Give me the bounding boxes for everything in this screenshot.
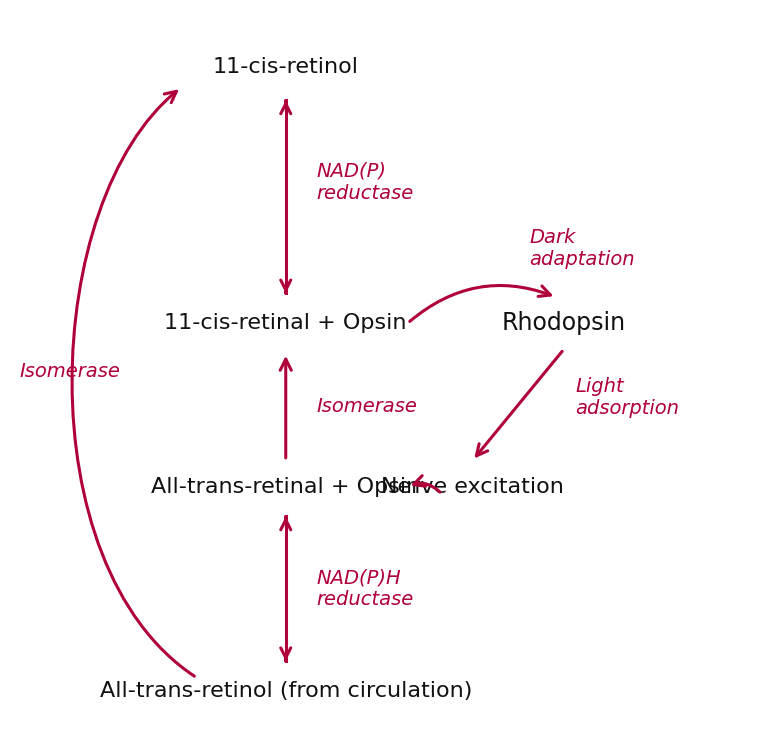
Text: Rhodopsin: Rhodopsin: [502, 311, 626, 335]
Text: All-trans-retinol (from circulation): All-trans-retinol (from circulation): [100, 681, 472, 701]
Text: 11-cis-retinal + Opsin: 11-cis-retinal + Opsin: [165, 314, 407, 333]
FancyArrowPatch shape: [72, 91, 194, 676]
Text: Isomerase: Isomerase: [19, 362, 120, 381]
Text: Isomerase: Isomerase: [316, 398, 417, 416]
Text: All-trans-retinal + Opsin: All-trans-retinal + Opsin: [151, 477, 421, 496]
Text: 11-cis-retinol: 11-cis-retinol: [213, 57, 359, 77]
Text: Light
adsorption: Light adsorption: [575, 377, 679, 418]
Text: Dark
adaptation: Dark adaptation: [530, 228, 636, 270]
Text: NAD(P)
reductase: NAD(P) reductase: [316, 161, 414, 203]
Text: Nerve excitation: Nerve excitation: [381, 477, 564, 496]
Text: NAD(P)H
reductase: NAD(P)H reductase: [316, 568, 414, 609]
